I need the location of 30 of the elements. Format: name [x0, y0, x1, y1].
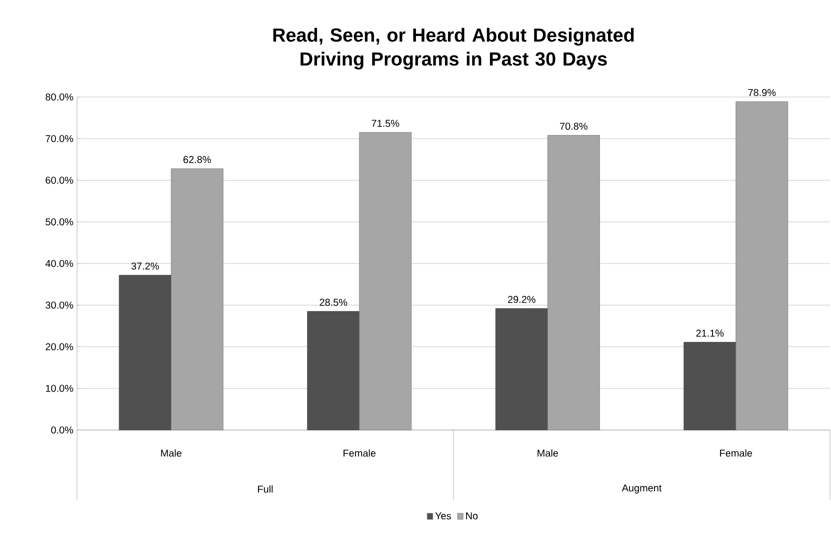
legend-label: No: [466, 512, 478, 520]
text: Augment: [622, 484, 662, 494]
bar: [118, 274, 172, 430]
bar: [307, 311, 360, 430]
y-tick-label: 50.0%: [46, 218, 74, 226]
text: Full: [258, 485, 273, 493]
y-tick-label: 20.0%: [46, 343, 74, 350]
chart-title: Read, Seen, or Heard About Designated Driving Programs in Past 30 Days: [273, 28, 634, 70]
data-label: 21.1%: [696, 330, 724, 337]
data-label: 70.8%: [560, 122, 588, 130]
data-label: 29.2%: [508, 296, 536, 303]
y-tick-label: 30.0%: [46, 302, 74, 309]
y-tick-label: 0.0%: [51, 426, 74, 434]
y-tick-label: 80.0%: [46, 93, 74, 101]
bar: [684, 342, 736, 430]
legend-label: Yes: [435, 512, 451, 520]
data-label: 62.8%: [184, 156, 211, 164]
y-tick-label: 40.0%: [45, 260, 74, 268]
bar: [495, 308, 548, 430]
y-tick-label: 60.0%: [46, 176, 74, 184]
x-tick-label: Female: [344, 449, 376, 457]
x-tick-label: Male: [161, 449, 182, 457]
data-label: 71.5%: [372, 120, 400, 127]
data-label: 28.5%: [320, 298, 348, 306]
x-tick-label: Male: [538, 449, 558, 457]
y-tick-label: 10.0%: [46, 384, 74, 392]
data-label: 78.9%: [748, 89, 776, 96]
x-tick-label: Female: [720, 449, 752, 457]
data-label: 37.2%: [131, 262, 159, 270]
y-tick-label: 70.0%: [46, 135, 74, 142]
